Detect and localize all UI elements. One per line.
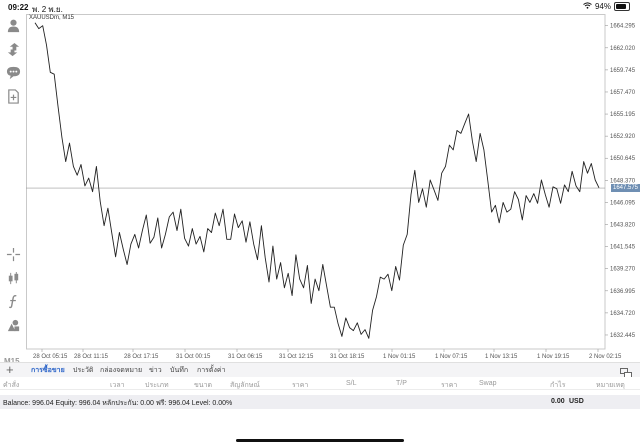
status-date: พ. 2 พ.ย. bbox=[32, 5, 63, 14]
function-icon[interactable] bbox=[5, 293, 21, 309]
status-time: 09:22 bbox=[8, 3, 29, 12]
price-chart[interactable]: 1664.295 1662.020 1659.745 1657.470 1655.195… bbox=[26, 14, 640, 362]
status-bar: 09:22 พ. 2 พ.ย. 94% bbox=[0, 0, 640, 14]
chat-icon[interactable] bbox=[5, 64, 21, 80]
x-tick-label: 1 Nov 19:15 bbox=[537, 354, 570, 360]
chart-area[interactable]: 1664.295 1662.020 1659.745 1657.470 1655.195… bbox=[26, 14, 640, 362]
y-tick-label: 1639.270 bbox=[610, 267, 636, 273]
timeframe-button[interactable]: M15 bbox=[4, 357, 20, 366]
tab-settings[interactable]: การตั้งค่า bbox=[197, 367, 226, 374]
x-tick-label: 1 Nov 01:15 bbox=[383, 354, 416, 360]
y-tick-label: 1657.470 bbox=[610, 90, 636, 96]
col-profit: กำไร bbox=[550, 382, 566, 389]
y-tick-label: 1664.295 bbox=[610, 24, 636, 30]
battery-percent: 94% bbox=[594, 2, 611, 11]
y-tick-label: 1652.920 bbox=[610, 134, 636, 140]
chart-frame bbox=[26, 14, 606, 350]
col-price: ราคา bbox=[292, 382, 309, 389]
y-tick-label: 1646.095 bbox=[610, 200, 636, 206]
x-tick-label: 28 Oct 17:15 bbox=[124, 354, 159, 360]
col-volume: ขนาด bbox=[194, 382, 213, 389]
col-symbol: สัญลักษณ์ bbox=[230, 382, 260, 389]
x-tick-label: 1 Nov 07:15 bbox=[435, 354, 468, 360]
balance-text: Balance: 996.04 Equity: 996.04 หลักประกั… bbox=[3, 400, 233, 407]
x-tick-label: 31 Oct 12:15 bbox=[279, 354, 314, 360]
y-tick-label: 1648.370 bbox=[610, 178, 636, 184]
x-tick-label: 1 Nov 13:15 bbox=[485, 354, 518, 360]
add-icon[interactable]: + bbox=[6, 362, 14, 377]
tabs-bar: + การซื้อขาย ประวัติ กล่องจดหมาย ข่าว บั… bbox=[0, 362, 640, 378]
x-tick-label: 31 Oct 18:15 bbox=[330, 354, 365, 360]
y-tick-label: 1634.720 bbox=[610, 311, 636, 317]
y-tick-label: 1655.195 bbox=[610, 112, 636, 118]
y-tick-label: 1650.645 bbox=[610, 156, 636, 162]
balance-bar: Balance: 996.04 Equity: 996.04 หลักประกั… bbox=[0, 395, 640, 409]
col-tp: T/P bbox=[396, 380, 407, 387]
positions-header: คำสั่ง เวลา ประเภท ขนาด สัญลักษณ์ ราคา S… bbox=[0, 377, 640, 390]
current-price-tag: 1647.575 bbox=[611, 184, 640, 193]
y-tick-label: 1643.820 bbox=[610, 223, 636, 229]
crosshair-icon[interactable] bbox=[5, 246, 21, 262]
col-current-price: ราคา bbox=[441, 382, 458, 389]
total-profit: 0.00 bbox=[551, 398, 565, 405]
x-tick-label: 31 Oct 06:15 bbox=[228, 354, 263, 360]
x-tick-label: 28 Oct 11:15 bbox=[74, 354, 109, 360]
x-tick-label: 31 Oct 00:15 bbox=[176, 354, 211, 360]
trade-arrows-icon[interactable] bbox=[5, 41, 21, 57]
col-time: เวลา bbox=[110, 382, 125, 389]
tab-mailbox[interactable]: กล่องจดหมาย bbox=[100, 367, 143, 374]
tab-news[interactable]: ข่าว bbox=[149, 367, 162, 374]
tab-history[interactable]: ประวัติ bbox=[73, 367, 94, 374]
left-toolbar: M15 bbox=[0, 14, 26, 366]
price-line bbox=[34, 22, 600, 339]
col-sl: S/L bbox=[346, 380, 357, 387]
x-tick-label: 28 Oct 05:15 bbox=[33, 354, 68, 360]
y-tick-label: 1662.020 bbox=[610, 46, 636, 52]
col-swap: Swap bbox=[479, 380, 497, 387]
col-comment: หมายเหตุ bbox=[596, 382, 625, 389]
y-tick-label: 1641.545 bbox=[610, 245, 636, 251]
new-chart-icon[interactable] bbox=[5, 88, 21, 104]
user-icon[interactable] bbox=[5, 17, 21, 33]
tab-journal[interactable]: บันทึก bbox=[170, 367, 189, 374]
col-type: ประเภท bbox=[145, 382, 169, 389]
account-currency: USD bbox=[569, 398, 584, 405]
y-tick-label: 1659.745 bbox=[610, 68, 636, 74]
y-tick-label: 1632.445 bbox=[610, 333, 636, 339]
wifi-icon bbox=[583, 2, 592, 11]
symbol-label: XAUUSDm, M15 bbox=[29, 15, 75, 21]
y-tick-label: 1636.995 bbox=[610, 289, 636, 295]
col-order: คำสั่ง bbox=[3, 382, 20, 389]
battery-icon bbox=[614, 2, 630, 11]
candlestick-icon[interactable] bbox=[5, 270, 21, 286]
objects-icon[interactable] bbox=[5, 317, 21, 333]
home-indicator bbox=[236, 439, 404, 442]
status-right: 94% bbox=[583, 2, 630, 11]
x-tick-label: 2 Nov 02:15 bbox=[589, 354, 622, 360]
